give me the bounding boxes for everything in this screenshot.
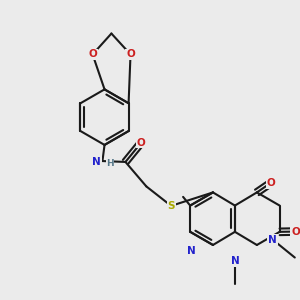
Text: S: S (167, 201, 175, 211)
Text: O: O (88, 50, 97, 59)
Text: N: N (92, 157, 101, 167)
Text: O: O (126, 50, 135, 59)
Text: N: N (231, 256, 239, 266)
Text: N: N (268, 235, 277, 244)
Text: N: N (187, 246, 196, 256)
Text: H: H (106, 159, 114, 168)
Text: O: O (266, 178, 275, 188)
Text: O: O (137, 137, 146, 148)
Text: O: O (291, 226, 300, 236)
